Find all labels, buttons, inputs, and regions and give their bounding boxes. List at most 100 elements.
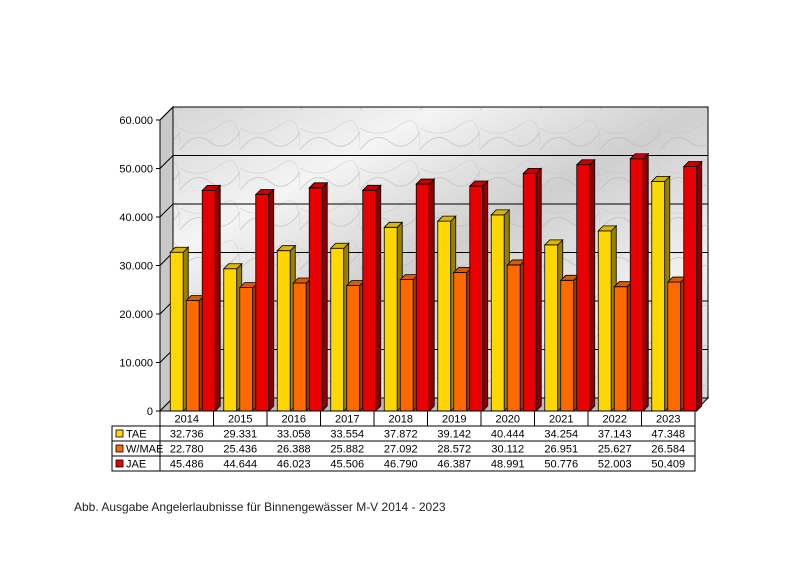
legend-label: TAE xyxy=(126,429,147,441)
bar-side xyxy=(642,152,649,412)
bar-top xyxy=(575,159,596,166)
bar-tae-2023 xyxy=(651,180,666,412)
bar-tae-2019 xyxy=(437,220,452,412)
x-tick-label: 2023 xyxy=(656,414,680,426)
y-tick-label: 10.000 xyxy=(119,358,153,370)
data-table: 2014 2015 2016 2017 2018 2019 2020 2021 2022 2023… xyxy=(111,410,696,472)
data-label: 37.143 xyxy=(598,429,632,441)
data-label: 26.388 xyxy=(277,444,311,456)
bar-top xyxy=(222,263,243,270)
y-tick-label: 50.000 xyxy=(119,164,153,176)
x-tick-label: 2016 xyxy=(282,414,306,426)
data-label: 26.584 xyxy=(651,444,685,456)
bar-wmae-2016 xyxy=(292,282,307,412)
bar-side xyxy=(214,184,221,412)
data-label: 39.142 xyxy=(437,429,471,441)
bar-wmae-2021 xyxy=(560,279,575,412)
bar-wmae-2020 xyxy=(506,264,521,412)
data-label: 32.736 xyxy=(170,429,204,441)
bar-top xyxy=(308,182,329,189)
bar-tae-2016 xyxy=(276,250,291,412)
legend-label: JAE xyxy=(126,459,146,471)
bar-side xyxy=(535,167,542,412)
bar-top xyxy=(383,221,404,228)
bar-chart: 0 10.000 20.000 30.000 40.000 50.000 60.000 20… xyxy=(111,105,710,472)
data-label: 52.003 xyxy=(598,459,632,471)
x-tick-label: 2021 xyxy=(549,414,573,426)
bar-top xyxy=(468,180,489,187)
bar-jae-2015 xyxy=(255,194,270,412)
bar-top xyxy=(543,239,564,246)
bar-wmae-2017 xyxy=(346,285,361,412)
bar-side xyxy=(482,180,489,412)
bar-wmae-2022 xyxy=(613,286,628,412)
bar-side xyxy=(428,178,435,412)
bar-top xyxy=(522,167,543,174)
bar-jae-2018 xyxy=(415,183,430,412)
bar-top xyxy=(201,184,222,191)
bar-side xyxy=(321,181,328,412)
y-tick-label: 40.000 xyxy=(119,212,153,224)
y-tick-label: 30.000 xyxy=(119,261,153,273)
y-axis: 0 10.000 20.000 30.000 40.000 50.000 60.000 xyxy=(119,115,161,418)
bar-top xyxy=(629,153,650,160)
bar-side xyxy=(696,160,703,412)
legend-swatch-wmae xyxy=(115,444,124,453)
bar-jae-2023 xyxy=(683,166,698,412)
bar-top xyxy=(329,242,350,249)
data-label: 50.776 xyxy=(544,459,578,471)
bar-top xyxy=(490,209,511,216)
bar-top xyxy=(415,178,436,185)
data-label: 37.872 xyxy=(384,429,418,441)
table-row-jae xyxy=(111,455,696,472)
bar-top xyxy=(650,175,671,182)
legend-label: W/MAE xyxy=(126,444,163,456)
x-tick-label: 2015 xyxy=(228,414,252,426)
bar-wmae-2015 xyxy=(239,287,254,412)
x-tick-label: 2019 xyxy=(442,414,466,426)
bar-top xyxy=(276,245,297,252)
data-label: 30.112 xyxy=(491,444,524,456)
bar-top xyxy=(361,184,382,191)
bar-jae-2016 xyxy=(308,187,323,412)
bar-top xyxy=(597,225,618,232)
data-label: 46.790 xyxy=(384,459,418,471)
bar-tae-2017 xyxy=(330,247,345,412)
data-label: 33.554 xyxy=(330,429,364,441)
bar-top xyxy=(169,246,190,253)
data-label: 25.882 xyxy=(330,444,364,456)
x-tick-label: 2022 xyxy=(603,414,627,426)
gridline xyxy=(159,106,708,121)
bar-top xyxy=(436,215,457,222)
bar-wmae-2014 xyxy=(185,300,200,412)
bar-jae-2017 xyxy=(362,189,377,412)
data-label: 46.023 xyxy=(277,459,311,471)
data-label: 44.644 xyxy=(223,459,257,471)
bar-wmae-2023 xyxy=(667,281,682,412)
data-label: 29.331 xyxy=(223,429,257,441)
bar-top xyxy=(254,189,275,195)
bar-wmae-2019 xyxy=(453,272,468,412)
y-tick-label: 60.000 xyxy=(119,115,153,127)
bar-jae-2020 xyxy=(522,172,537,412)
bar-jae-2019 xyxy=(469,185,484,412)
data-label: 25.627 xyxy=(598,444,632,456)
x-tick-label: 2017 xyxy=(335,414,359,426)
x-tick-label: 2018 xyxy=(389,414,413,426)
bar-top xyxy=(682,161,703,167)
data-label: 22.780 xyxy=(170,444,204,456)
bar-side xyxy=(375,184,382,412)
data-label: 47.348 xyxy=(651,429,685,441)
bar-tae-2014 xyxy=(169,251,184,412)
bar-tae-2022 xyxy=(597,230,612,412)
bar-tae-2015 xyxy=(223,268,238,412)
bar-tae-2020 xyxy=(490,214,505,412)
data-label: 28.572 xyxy=(437,444,471,456)
y-tick-label: 0 xyxy=(147,406,153,418)
bar-side xyxy=(589,158,596,412)
bar-wmae-2018 xyxy=(399,279,414,412)
bar-tae-2021 xyxy=(544,244,559,412)
data-label: 27.092 xyxy=(384,444,418,456)
x-tick-label: 2020 xyxy=(496,414,520,426)
bar-jae-2022 xyxy=(629,158,644,412)
